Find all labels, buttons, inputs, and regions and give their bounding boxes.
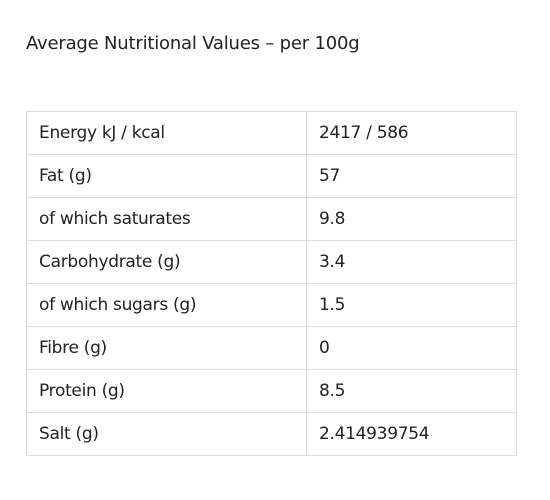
table-row: Fibre (g) 0 <box>26 326 517 370</box>
nutrient-value: 2417 / 586 <box>306 111 517 155</box>
nutrient-value: 9.8 <box>306 197 517 241</box>
table-row: Energy kJ / kcal 2417 / 586 <box>26 111 517 155</box>
nutrient-name: Salt (g) <box>26 412 307 456</box>
nutrition-table: Energy kJ / kcal 2417 / 586 Fat (g) 57 of wh… <box>26 111 517 456</box>
nutrient-value: 1.5 <box>306 283 517 327</box>
nutrient-value: 3.4 <box>306 240 517 284</box>
table-title: Average Nutritional Values – per 100g <box>26 33 360 54</box>
table-row: Fat (g) 57 <box>26 154 517 198</box>
nutrient-name: Fibre (g) <box>26 326 307 370</box>
table-row: of which sugars (g) 1.5 <box>26 283 517 327</box>
nutrient-value: 0 <box>306 326 517 370</box>
nutrient-value: 8.5 <box>306 369 517 413</box>
table-row: Salt (g) 2.414939754 <box>26 412 517 456</box>
table-row: of which saturates 9.8 <box>26 197 517 241</box>
nutrient-name: Protein (g) <box>26 369 307 413</box>
nutrient-name: Carbohydrate (g) <box>26 240 307 284</box>
table-row: Carbohydrate (g) 3.4 <box>26 240 517 284</box>
nutrient-name: of which sugars (g) <box>26 283 307 327</box>
nutrient-name: Fat (g) <box>26 154 307 198</box>
nutrient-name: Energy kJ / kcal <box>26 111 307 155</box>
nutrient-value: 57 <box>306 154 517 198</box>
nutrient-name: of which saturates <box>26 197 307 241</box>
table-row: Protein (g) 8.5 <box>26 369 517 413</box>
nutrient-value: 2.414939754 <box>306 412 517 456</box>
